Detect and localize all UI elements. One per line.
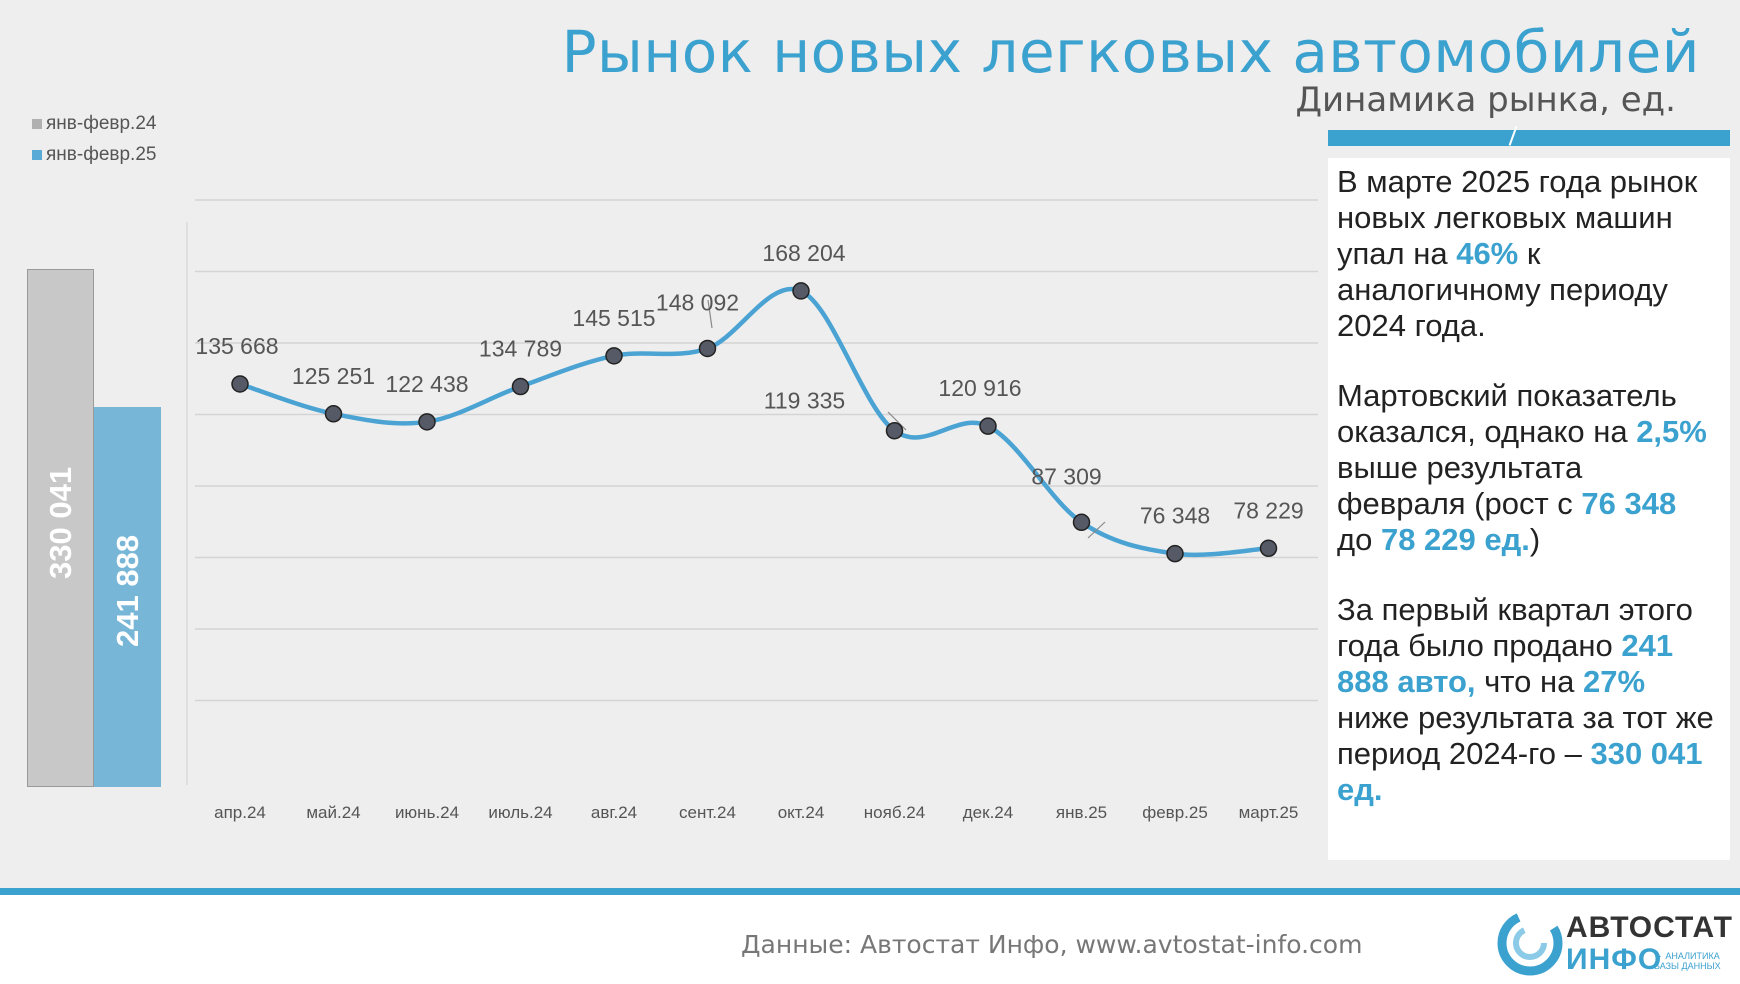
bar-jan-feb-24: 330 041: [27, 269, 94, 787]
logo-word-info: ИНФО: [1566, 943, 1663, 976]
legend-label-2025: янв-февр.25: [46, 143, 157, 165]
x-tick-label-дек.24: дек.24: [963, 803, 1013, 822]
x-tick-label-окт.24: окт.24: [778, 803, 825, 822]
legend-item-2025: янв-февр.25: [32, 139, 156, 170]
logo-word-avtostat: АВТОСТАТ: [1566, 911, 1733, 944]
label-leader-line: [887, 411, 907, 431]
data-point-июнь.24: [418, 413, 436, 431]
bar-legend: янв-февр.24 янв-февр.25: [32, 108, 156, 170]
footer: [0, 895, 1740, 984]
data-label-июль.24: 134 789: [479, 336, 562, 362]
x-tick-label-авг.24: авг.24: [591, 803, 637, 822]
data-source: Данные: Автостат Инфо, www.avtostat-info…: [741, 930, 1363, 959]
data-point-сент.24: [698, 339, 717, 358]
bar-jan-feb-25: 241 888: [94, 407, 161, 787]
data-label-сент.24: 148 092: [656, 289, 739, 315]
x-tick-label-янв.25: янв.25: [1056, 803, 1107, 822]
logo-tagline: ► АНАЛИТИКА БАЗЫ ДАННЫХ: [1654, 951, 1721, 971]
x-tick-label-июнь.24: июнь.24: [395, 803, 459, 822]
data-point-февр.25: [1166, 544, 1184, 563]
x-tick-label-нояб.24: нояб.24: [864, 803, 925, 822]
data-point-окт.24: [792, 282, 810, 300]
data-point-дек.24: [979, 417, 997, 435]
ytd-bar-chart: 330 041 241 888: [27, 269, 162, 787]
footer-bar: [0, 888, 1740, 895]
commentary-p2: Мартовский показатель оказался, однако н…: [1337, 378, 1707, 557]
avtostat-logo: АВТОСТАТ ИНФО ► АНАЛИТИКА БАЗЫ ДАННЫХ: [1494, 905, 1734, 981]
data-point-июль.24: [511, 377, 530, 396]
x-tick-label-март.25: март.25: [1239, 803, 1299, 822]
x-tick-label-февр.25: февр.25: [1142, 803, 1208, 822]
data-point-май.24: [324, 405, 343, 423]
x-tick-label-май.24: май.24: [306, 803, 360, 822]
data-label-март.25: 78 229: [1233, 497, 1303, 523]
data-point-авг.24: [605, 347, 623, 365]
commentary-p1: В марте 2025 года рынок новых легковых м…: [1337, 164, 1698, 343]
label-leader-line: [1087, 521, 1106, 539]
series-line: [239, 286, 1269, 558]
page-subtitle: Динамика рынка, ед.: [1295, 80, 1676, 120]
legend-item-2024: янв-февр.24: [32, 108, 156, 139]
data-label-нояб.24: 119 335: [764, 388, 845, 414]
label-leader-line: [707, 299, 713, 329]
data-label-окт.24: 168 204: [762, 240, 845, 266]
legend-swatch-2024: [32, 118, 42, 129]
data-label-янв.25: 87 309: [1031, 463, 1101, 489]
logo-globe-icon: [1497, 910, 1563, 976]
commentary-p3: За первый квартал этого года было продан…: [1337, 592, 1714, 807]
monthly-line-chart: 135 668 апр.24 125 251 май.24 122 438 июнь.24…: [186, 199, 1318, 822]
x-tick-label-июль.24: июль.24: [488, 803, 552, 822]
data-point-март.25: [1259, 539, 1278, 558]
data-label-февр.25: 76 348: [1140, 503, 1210, 529]
legend-swatch-2025: [32, 149, 42, 160]
data-label-май.24: 125 251: [292, 363, 375, 389]
data-point-янв.25: [1072, 513, 1091, 532]
data-label-авг.24: 145 515: [572, 305, 655, 331]
textbox-header-bar: [1328, 130, 1730, 146]
commentary-box: В марте 2025 года рынок новых легковых м…: [1328, 158, 1730, 860]
data-label-дек.24: 120 916: [938, 375, 1021, 401]
x-tick-label-апр.24: апр.24: [214, 803, 266, 822]
data-point-нояб.24: [885, 421, 904, 440]
page-title: Рынок новых легковых автомобилей: [561, 18, 1700, 86]
legend-label-2024: янв-февр.24: [46, 112, 157, 134]
x-tick-label-сент.24: сент.24: [679, 803, 736, 822]
data-point-апр.24: [231, 375, 249, 393]
data-label-апр.24: 135 668: [195, 333, 278, 359]
data-label-июнь.24: 122 438: [385, 371, 468, 397]
